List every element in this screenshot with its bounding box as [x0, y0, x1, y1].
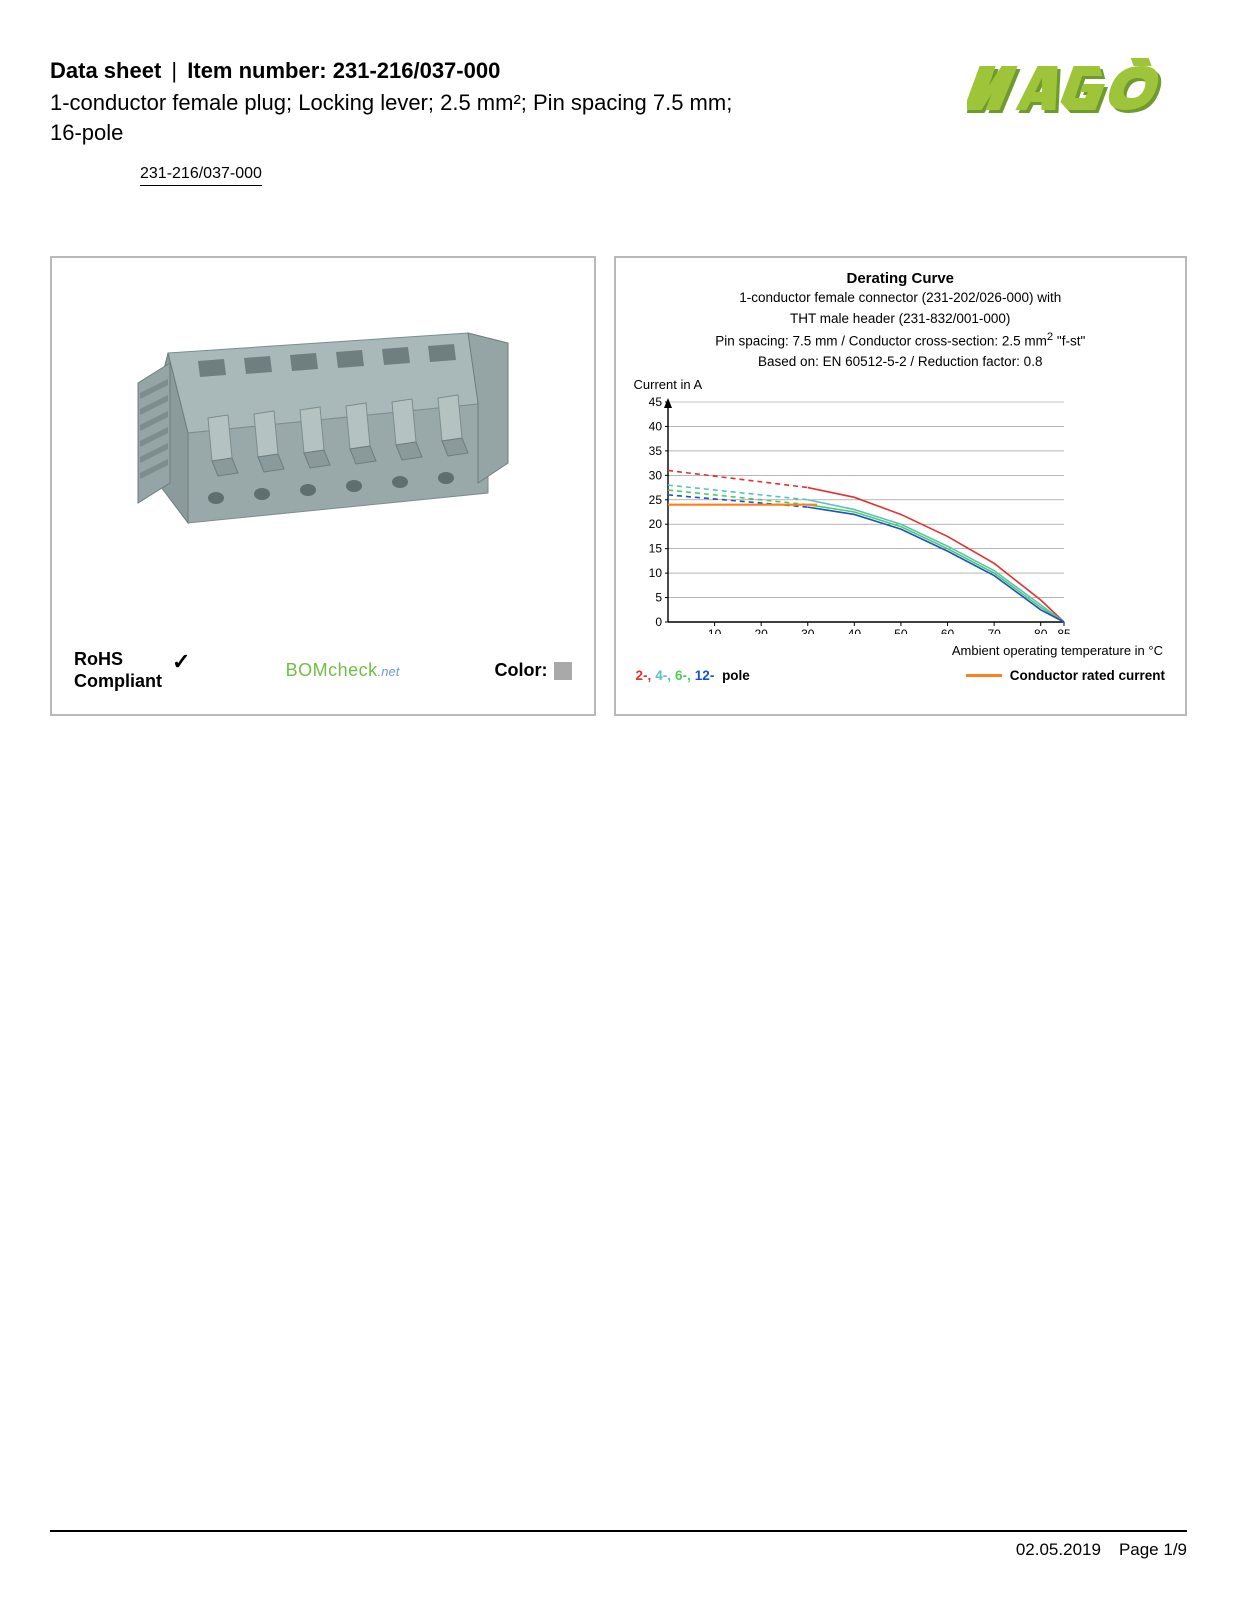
chart-sub2: THT male header (231-832/001-000) — [630, 310, 1172, 328]
chart-sub1: 1-conductor female connector (231-202/02… — [630, 289, 1172, 307]
header: Data sheet | Item number: 231-216/037-00… — [50, 58, 1187, 186]
footer-date: 02.05.2019 — [1016, 1540, 1101, 1560]
svg-text:40: 40 — [648, 419, 662, 433]
svg-text:30: 30 — [648, 468, 662, 482]
x-axis-label: Ambient operating temperature in °C — [630, 643, 1164, 658]
derating-chart-panel: Derating Curve 1-conductor female connec… — [614, 256, 1188, 716]
svg-text:45: 45 — [648, 395, 662, 409]
svg-text:50: 50 — [894, 627, 908, 634]
svg-text:35: 35 — [648, 444, 662, 458]
compliant-label: Compliant — [74, 671, 162, 693]
svg-text:60: 60 — [940, 627, 954, 634]
svg-text:80: 80 — [1034, 627, 1048, 634]
svg-text:30: 30 — [801, 627, 815, 634]
chart-sub4: Based on: EN 60512-5-2 / Reduction facto… — [630, 353, 1172, 371]
svg-text:0: 0 — [655, 615, 662, 629]
y-axis-label: Current in A — [634, 377, 1172, 392]
svg-text:70: 70 — [987, 627, 1001, 634]
footer: 02.05.2019 Page 1/9 — [50, 1530, 1187, 1560]
svg-text:20: 20 — [754, 627, 768, 634]
svg-text:15: 15 — [648, 541, 662, 555]
product-image — [52, 258, 594, 578]
color-label: Color: — [495, 660, 548, 681]
color-indicator: Color: — [495, 660, 572, 681]
svg-text:25: 25 — [648, 493, 662, 507]
svg-text:5: 5 — [655, 590, 662, 604]
conductor-label: Conductor rated current — [1010, 668, 1165, 683]
item-number: 231-216/037-000 — [333, 58, 501, 83]
conductor-line-icon — [966, 674, 1002, 677]
svg-text:40: 40 — [847, 627, 861, 634]
title-line: Data sheet | Item number: 231-216/037-00… — [50, 58, 967, 84]
svg-text:20: 20 — [648, 517, 662, 531]
svg-text:85: 85 — [1057, 627, 1070, 634]
color-swatch — [554, 662, 572, 680]
datasheet-label: Data sheet — [50, 58, 161, 83]
chart-sub3: Pin spacing: 7.5 mm / Conductor cross-se… — [630, 330, 1172, 351]
bomcheck-suffix: .net — [378, 664, 400, 679]
legend-poles: 2-,4-,6-,12- pole — [636, 668, 750, 683]
subtitle: 1-conductor female plug; Locking lever; … — [50, 88, 770, 147]
bomcheck-text: BOMcheck — [286, 660, 378, 680]
bomcheck-logo: BOMcheck.net — [286, 660, 400, 681]
chart-title: Derating Curve — [630, 270, 1172, 287]
legend-conductor: Conductor rated current — [966, 668, 1165, 683]
rohs-label: RoHS — [74, 649, 162, 671]
checkmark-icon: ✓ — [172, 649, 190, 675]
wago-logo — [967, 56, 1187, 125]
rohs-badge: RoHS Compliant ✓ — [74, 649, 190, 692]
item-link[interactable]: 231-216/037-000 — [140, 165, 262, 186]
svg-text:10: 10 — [707, 627, 721, 634]
product-image-panel: RoHS Compliant ✓ BOMcheck.net Color: — [50, 256, 596, 716]
derating-chart: 0 5 10 15 20 25 30 35 40 45 10 20 30 40 50 60 70 80 85 — [630, 394, 1070, 634]
item-label: Item number: — [187, 58, 326, 83]
svg-text:10: 10 — [648, 566, 662, 580]
separator: | — [171, 58, 177, 83]
footer-page: Page 1/9 — [1119, 1540, 1187, 1560]
